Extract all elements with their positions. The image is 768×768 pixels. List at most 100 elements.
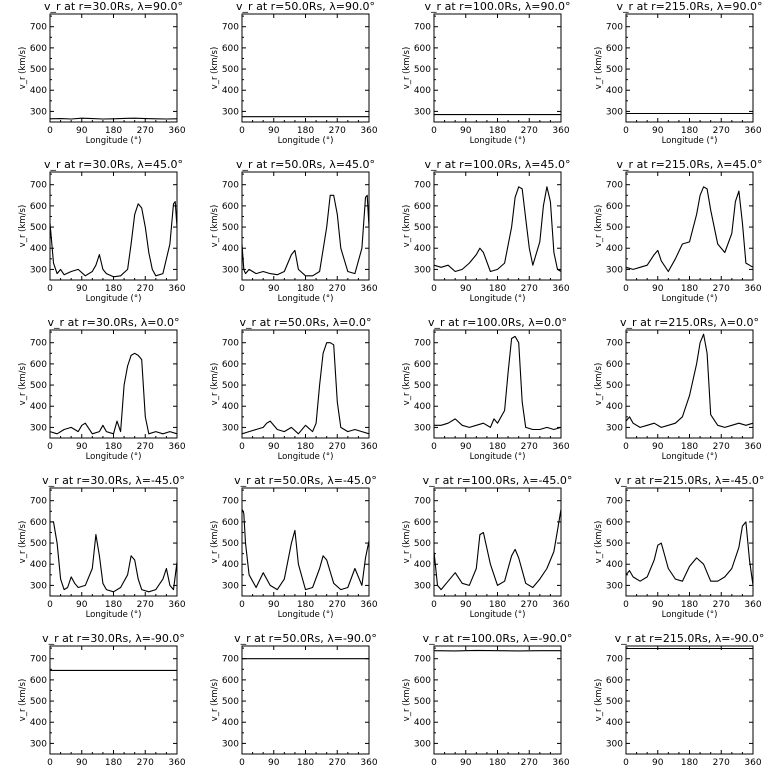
x-axis-label: Longitude (°) — [470, 452, 526, 462]
x-tick-label: 270 — [137, 284, 154, 294]
x-tick-label: 180 — [489, 126, 506, 136]
x-tick-label: 270 — [521, 600, 538, 610]
y-tick-label: 500 — [414, 65, 431, 75]
y-axis-label: v_r (km/s) — [210, 363, 220, 406]
y-tick-label: 600 — [30, 518, 47, 528]
plot-frame — [241, 329, 370, 439]
plot-frame — [625, 487, 754, 597]
x-tick-label: 360 — [552, 600, 569, 610]
y-tick-label: 700 — [30, 339, 47, 349]
x-tick-label: 180 — [105, 442, 122, 452]
y-tick-label: 600 — [30, 676, 47, 686]
y-tick-label: 500 — [30, 539, 47, 549]
y-tick-label: 500 — [222, 223, 239, 233]
panel-7: v_r at r=100.0Rs, λ=45.0° 0 90 180 270 360 300… — [402, 158, 570, 304]
series-line — [625, 186, 754, 273]
y-tick-label: 400 — [414, 560, 431, 570]
x-axis-label: Longitude (°) — [662, 452, 718, 462]
y-axis-label: v_r (km/s) — [594, 205, 604, 248]
x-axis-label: Longitude (°) — [470, 294, 526, 304]
y-tick-label: 400 — [606, 718, 623, 728]
x-tick-label: 90 — [652, 126, 664, 136]
x-tick-label: 180 — [489, 442, 506, 452]
panel-15: v_r at r=100.0Rs, λ=-45.0° 0 90 180 270 360 30… — [402, 474, 572, 620]
x-tick-label: 360 — [744, 442, 761, 452]
x-tick-label: 270 — [713, 758, 730, 768]
y-tick-label: 700 — [222, 23, 239, 33]
y-axis-label: v_r (km/s) — [594, 363, 604, 406]
x-tick-label: 360 — [168, 284, 185, 294]
x-tick-label: 360 — [360, 600, 377, 610]
x-tick-label: 360 — [744, 284, 761, 294]
x-tick-label: 270 — [329, 284, 346, 294]
y-axis-label: v_r (km/s) — [402, 521, 412, 564]
x-tick-label: 0 — [431, 284, 437, 294]
x-tick-label: 270 — [329, 758, 346, 768]
x-tick-label: 360 — [552, 126, 569, 136]
y-tick-label: 700 — [30, 655, 47, 665]
y-tick-label: 400 — [30, 718, 47, 728]
y-axis-label: v_r (km/s) — [210, 205, 220, 248]
x-tick-label: 0 — [239, 126, 245, 136]
x-tick-label: 270 — [713, 600, 730, 610]
x-tick-label: 180 — [105, 600, 122, 610]
x-tick-label: 90 — [460, 600, 472, 610]
x-tick-label: 0 — [623, 126, 629, 136]
y-tick-label: 700 — [30, 181, 47, 191]
plot-frame — [625, 13, 754, 123]
x-tick-label: 90 — [268, 126, 280, 136]
x-tick-label: 90 — [460, 284, 472, 294]
y-tick-label: 600 — [606, 360, 623, 370]
y-tick-label: 300 — [30, 739, 47, 749]
x-tick-label: 90 — [460, 758, 472, 768]
x-tick-label: 0 — [623, 758, 629, 768]
x-tick-label: 360 — [744, 126, 761, 136]
x-tick-label: 0 — [431, 600, 437, 610]
panel-2: v_r at r=50.0Rs, λ=90.0° 0 90 180 270 360 300 4… — [210, 0, 378, 146]
y-tick-label: 500 — [414, 539, 431, 549]
x-tick-label: 90 — [76, 600, 88, 610]
series-line — [50, 521, 178, 593]
y-tick-label: 400 — [30, 402, 47, 412]
y-tick-label: 500 — [30, 65, 47, 75]
series-line — [241, 342, 370, 435]
panel-title: v_r at r=50.0Rs, λ=45.0° — [236, 158, 375, 171]
x-tick-label: 270 — [329, 442, 346, 452]
series-line — [433, 186, 562, 273]
plot-frame — [433, 171, 562, 281]
plot-frame — [433, 487, 562, 597]
y-tick-label: 600 — [222, 360, 239, 370]
x-axis-label: Longitude (°) — [470, 136, 526, 146]
y-tick-label: 300 — [606, 581, 623, 591]
plot-frame — [241, 487, 370, 597]
y-tick-label: 700 — [606, 339, 623, 349]
panel-19: v_r at r=100.0Rs, λ=-90.0° 0 90 180 270 360 30… — [402, 632, 572, 768]
x-tick-label: 0 — [623, 600, 629, 610]
y-tick-label: 700 — [414, 655, 431, 665]
series-line — [241, 194, 370, 277]
y-tick-label: 700 — [606, 655, 623, 665]
x-tick-label: 270 — [137, 442, 154, 452]
x-tick-label: 0 — [47, 126, 53, 136]
x-tick-label: 180 — [297, 600, 314, 610]
panel-8: v_r at r=215.0Rs, λ=45.0° 0 90 180 270 360 300… — [594, 158, 762, 304]
y-tick-label: 700 — [414, 339, 431, 349]
x-tick-label: 270 — [521, 284, 538, 294]
x-tick-label: 270 — [521, 758, 538, 768]
x-tick-label: 0 — [431, 126, 437, 136]
x-tick-label: 360 — [552, 758, 569, 768]
x-tick-label: 0 — [47, 758, 53, 768]
x-axis-label: Longitude (°) — [278, 136, 334, 146]
panel-4: v_r at r=215.0Rs, λ=90.0° 0 90 180 270 360 300… — [594, 0, 762, 146]
y-axis-label: v_r (km/s) — [210, 521, 220, 564]
y-axis-label: v_r (km/s) — [18, 679, 28, 722]
y-tick-label: 700 — [222, 497, 239, 507]
y-tick-label: 300 — [414, 107, 431, 117]
y-axis-label: v_r (km/s) — [210, 679, 220, 722]
x-tick-label: 0 — [47, 284, 53, 294]
panel-title: v_r at r=30.0Rs, λ=0.0° — [48, 316, 180, 329]
y-tick-label: 400 — [414, 402, 431, 412]
x-tick-label: 0 — [239, 600, 245, 610]
y-axis-label: v_r (km/s) — [594, 679, 604, 722]
y-tick-label: 500 — [606, 381, 623, 391]
